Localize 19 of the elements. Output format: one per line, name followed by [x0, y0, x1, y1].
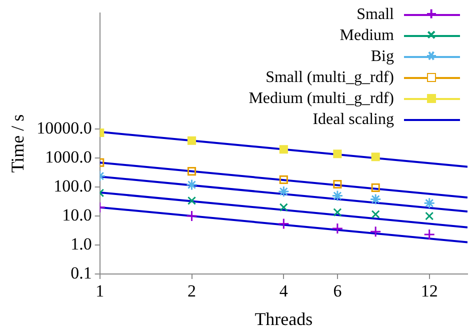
x-tick-label: 2	[188, 282, 196, 301]
legend-label: Medium (multi_g_rdf)	[248, 89, 394, 109]
x-tick-label: 1	[96, 282, 104, 301]
legend-label: Small	[356, 5, 394, 25]
x-tick-label: 6	[333, 282, 342, 301]
legend-label: Big	[370, 47, 394, 67]
legend-label: Medium	[340, 26, 394, 46]
y-tick-label: 10000.0	[36, 118, 92, 138]
y-tick-label: 1000.0	[45, 148, 92, 167]
legend-label: Ideal scaling	[312, 110, 394, 130]
y-tick-label: 1.0	[70, 234, 92, 254]
legend-label: Small (multi_g_rdf)	[266, 68, 394, 88]
y-tick-label: 100.0	[54, 176, 92, 196]
y-tick-label: 10.0	[62, 206, 92, 225]
y-axis-title: Time / s	[8, 114, 28, 173]
x-tick-label: 4	[279, 282, 288, 301]
y-tick-label: 0.1	[70, 263, 92, 282]
x-tick-label: 12	[420, 282, 438, 301]
x-axis-title: Threads	[254, 308, 313, 329]
